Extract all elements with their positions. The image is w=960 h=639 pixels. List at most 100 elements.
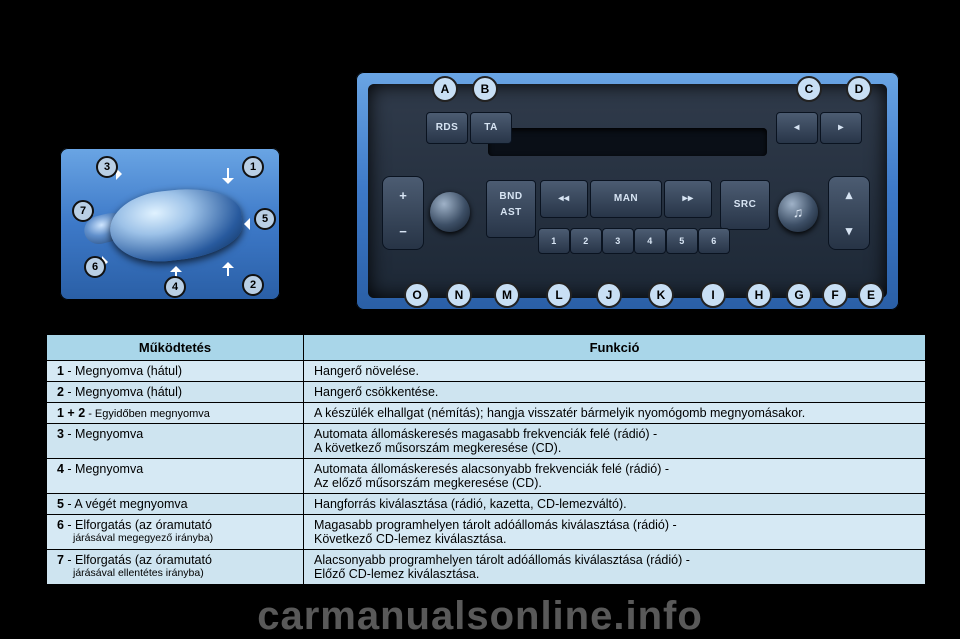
table-cell-op: 1 + 2 - Egyidőben megnyomva	[47, 403, 304, 424]
hu-letter-M: M	[494, 282, 520, 308]
hu-letter-L: L	[546, 282, 572, 308]
volume-rocker[interactable]: + −	[382, 176, 424, 250]
hu-letter-K: K	[648, 282, 674, 308]
tune-rocker[interactable]: ▴ ▾	[828, 176, 870, 250]
table-cell-fn: Alacsonyabb programhelyen tárolt adóállo…	[304, 550, 926, 585]
tune-up-icon: ▴	[829, 177, 869, 213]
table-cell-fn: Automata állomáskeresés alacsonyabb frek…	[304, 459, 926, 494]
preset-2[interactable]: 2	[570, 228, 602, 254]
table-cell-fn: Hangerő növelése.	[304, 361, 926, 382]
table-cell-fn: A készülék elhallgat (némítás); hangja v…	[304, 403, 926, 424]
preset-1[interactable]: 1	[538, 228, 570, 254]
table-cell-op: 4 - Megnyomva	[47, 459, 304, 494]
hu-letter-C: C	[796, 76, 822, 102]
stalk-control-figure: 1 2 3 4 5 6 7	[60, 148, 280, 300]
hu-letter-E: E	[858, 282, 884, 308]
table-row: 3 - MegnyomvaAutomata állomáskeresés mag…	[47, 424, 926, 459]
hu-letter-B: B	[472, 76, 498, 102]
hu-letter-I: I	[700, 282, 726, 308]
op-number: 1	[57, 364, 64, 378]
table-cell-fn: Hangforrás kiválasztása (rádió, kazetta,…	[304, 494, 926, 515]
tune-down-icon: ▾	[829, 213, 869, 249]
op-number: 6	[57, 518, 64, 532]
arrow-1-shaft	[227, 168, 229, 180]
op-number: 1 + 2	[57, 406, 85, 420]
button-seek-down-top[interactable]: ◂	[776, 112, 818, 144]
table-row: 4 - MegnyomvaAutomata állomáskeresés ala…	[47, 459, 926, 494]
table-row: 2 - Megnyomva (hátul)Hangerő csökkentése…	[47, 382, 926, 403]
preset-4[interactable]: 4	[634, 228, 666, 254]
op-text: - Megnyomva (hátul)	[64, 364, 182, 378]
table-header-fn: Funkció	[304, 335, 926, 361]
table-cell-fn: Automata állomáskeresés magasabb frekven…	[304, 424, 926, 459]
arrow-5	[238, 218, 250, 230]
button-ta[interactable]: TA	[470, 112, 512, 144]
function-table: Működtetés Funkció 1 - Megnyomva (hátul)…	[46, 334, 926, 585]
preset-3[interactable]: 3	[602, 228, 634, 254]
callout-2: 2	[242, 274, 264, 296]
cassette-slot	[488, 128, 767, 156]
table-row: 7 - Elforgatás (az óramutatójárásával el…	[47, 550, 926, 585]
table-cell-op: 1 - Megnyomva (hátul)	[47, 361, 304, 382]
audio-knob[interactable]: ♫	[778, 192, 818, 232]
op-number: 3	[57, 427, 64, 441]
stalk-body	[107, 183, 246, 266]
callout-1: 1	[242, 156, 264, 178]
hu-letter-A: A	[432, 76, 458, 102]
callout-7: 7	[72, 200, 94, 222]
volume-plus-icon: +	[383, 177, 423, 213]
op-number: 4	[57, 462, 64, 476]
callout-3: 3	[96, 156, 118, 178]
hu-letter-G: G	[786, 282, 812, 308]
table-row: 5 - A végét megnyomvaHangforrás kiválasz…	[47, 494, 926, 515]
button-rewind[interactable]: ◂◂	[540, 180, 588, 218]
power-knob[interactable]	[430, 192, 470, 232]
hu-letter-N: N	[446, 282, 472, 308]
table-row: 1 + 2 - Egyidőben megnyomvaA készülék el…	[47, 403, 926, 424]
note-icon: ♫	[778, 192, 818, 232]
head-unit-face: RDS TA ◂ ▸ + − BND AST ◂◂ MAN ▸▸ SRC 123…	[368, 84, 887, 298]
table-cell-op: 7 - Elforgatás (az óramutatójárásával el…	[47, 550, 304, 585]
op-subtext: járásával megegyező irányba)	[57, 532, 293, 544]
table-cell-op: 3 - Megnyomva	[47, 424, 304, 459]
button-man[interactable]: MAN	[590, 180, 662, 218]
table-cell-op: 6 - Elforgatás (az óramutatójárásával me…	[47, 515, 304, 550]
callout-4: 4	[164, 276, 186, 298]
op-text: - Elforgatás (az óramutató	[64, 553, 212, 567]
table-cell-fn: Hangerő csökkentése.	[304, 382, 926, 403]
op-number: 7	[57, 553, 64, 567]
preset-6[interactable]: 6	[698, 228, 730, 254]
arrow-3	[116, 168, 128, 180]
table-cell-op: 5 - A végét megnyomva	[47, 494, 304, 515]
hu-letter-J: J	[596, 282, 622, 308]
op-subtext: járásával ellentétes irányba)	[57, 567, 293, 579]
preset-5[interactable]: 5	[666, 228, 698, 254]
watermark: carmanualsonline.info	[0, 594, 960, 639]
arrow-2-shaft	[227, 266, 229, 276]
callout-6: 6	[84, 256, 106, 278]
table-header-op: Működtetés	[47, 335, 304, 361]
button-src[interactable]: SRC	[720, 180, 770, 230]
hu-letter-F: F	[822, 282, 848, 308]
op-text: - Megnyomva	[64, 427, 143, 441]
button-rds[interactable]: RDS	[426, 112, 468, 144]
table-row: 6 - Elforgatás (az óramutatójárásával me…	[47, 515, 926, 550]
op-text: - A végét megnyomva	[64, 497, 188, 511]
op-number: 2	[57, 385, 64, 399]
table-cell-op: 2 - Megnyomva (hátul)	[47, 382, 304, 403]
op-text: - Megnyomva	[64, 462, 143, 476]
op-number: 5	[57, 497, 64, 511]
head-unit-figure: RDS TA ◂ ▸ + − BND AST ◂◂ MAN ▸▸ SRC 123…	[356, 72, 899, 310]
callout-5: 5	[254, 208, 276, 230]
button-forward[interactable]: ▸▸	[664, 180, 712, 218]
op-text: - Megnyomva (hátul)	[64, 385, 182, 399]
op-text: - Egyidőben megnyomva	[85, 408, 210, 420]
button-seek-up-top[interactable]: ▸	[820, 112, 862, 144]
table-row: 1 - Megnyomva (hátul)Hangerő növelése.	[47, 361, 926, 382]
hu-letter-D: D	[846, 76, 872, 102]
volume-minus-icon: −	[383, 213, 423, 249]
op-text: - Elforgatás (az óramutató	[64, 518, 212, 532]
button-bnd-ast[interactable]: BND AST	[486, 180, 536, 238]
table-cell-fn: Magasabb programhelyen tárolt adóállomás…	[304, 515, 926, 550]
hu-letter-H: H	[746, 282, 772, 308]
